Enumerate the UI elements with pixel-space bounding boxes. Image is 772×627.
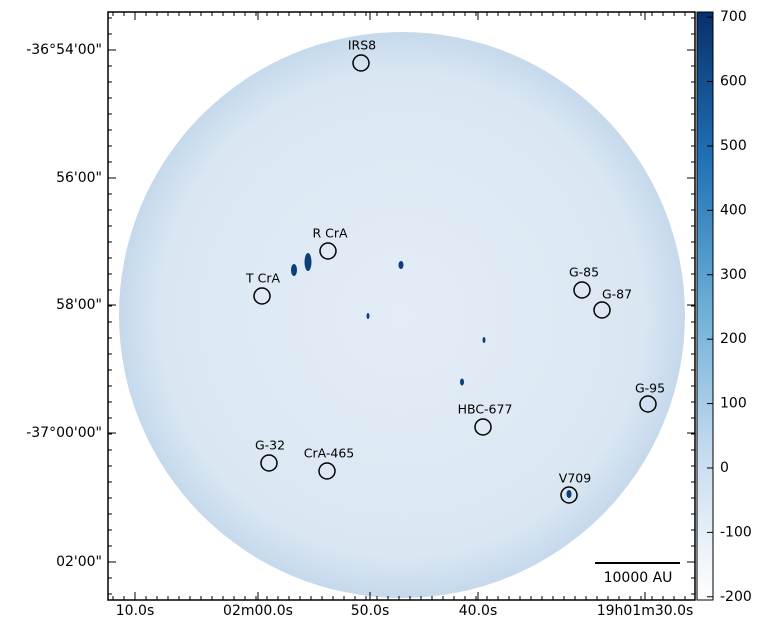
colorbar-tick-label: 500 (720, 138, 747, 154)
source-label: G-95 (635, 381, 665, 396)
source-label: G-85 (569, 265, 599, 280)
source-label: G-87 (602, 287, 632, 302)
y-tick-label: -37°00'00" (26, 425, 102, 441)
x-tick-label: 40.0s (459, 603, 497, 619)
source-label: R CrA (312, 226, 348, 241)
figure: 10000 AU -200 -100 0 100 200 300 400 500 600 700 1… (0, 0, 772, 623)
y-tick-label: -36°54'00" (26, 42, 102, 58)
colorbar-tick-label: 700 (720, 9, 747, 25)
source-label: T CrA (245, 271, 280, 286)
x-tick-label: 02m00.0s (223, 603, 293, 619)
source-label: CrA-465 (304, 446, 355, 461)
colorbar-tick-label: 0 (720, 460, 729, 476)
colorbar-tick-label: 300 (720, 267, 747, 283)
y-tick-label: 02'00" (56, 554, 102, 570)
colorbar-tick-label: 200 (720, 331, 747, 347)
source-label: HBC-677 (458, 402, 513, 417)
colorbar-tick-label: 100 (720, 396, 747, 412)
x-tick-label: 50.0s (351, 603, 389, 619)
scale-bar-label: 10000 AU (604, 570, 673, 586)
colorbar (697, 12, 713, 600)
source-label: G-32 (255, 438, 285, 453)
colorbar-tick-label: 600 (720, 74, 747, 90)
source-label: IRS8 (348, 38, 376, 53)
x-tick-label: 10.0s (116, 603, 154, 619)
colorbar-tick-label: -100 (720, 524, 752, 540)
image-disk (119, 32, 685, 598)
colorbar-tick-label: -200 (720, 589, 752, 605)
y-tick-label: 58'00" (56, 297, 102, 313)
y-tick-label: 56'00" (56, 170, 102, 186)
source-label: V709 (559, 471, 591, 486)
colorbar-tick-label: 400 (720, 202, 747, 218)
x-tick-label: 19h01m30.0s (597, 603, 694, 619)
